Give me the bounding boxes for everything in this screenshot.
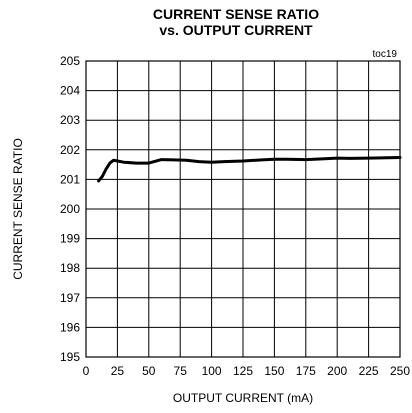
y-tick-label: 199 — [60, 232, 80, 246]
x-tick-labels: 0 25 50 75 100 125 150 175 200 225 250 — [83, 364, 411, 378]
grid-lines — [85, 60, 401, 358]
y-tick-label: 197 — [60, 291, 80, 305]
x-tick-label: 100 — [202, 364, 222, 378]
y-tick-label: 204 — [60, 84, 80, 98]
series-line — [97, 156, 402, 183]
y-axis-label: CURRENT SENSE RATIO — [11, 138, 25, 280]
y-tick-label: 195 — [60, 350, 80, 364]
y-tick-labels: 195 196 197 198 199 200 201 202 203 204 205 — [60, 54, 80, 364]
x-tick-label: 25 — [111, 364, 125, 378]
x-tick-label: 125 — [233, 364, 253, 378]
x-tick-label: 150 — [264, 364, 284, 378]
chart-subtitle: vs. OUTPUT CURRENT — [159, 22, 313, 38]
x-tick-label: 250 — [390, 364, 410, 378]
x-tick-label: 200 — [327, 364, 347, 378]
y-tick-label: 205 — [60, 54, 80, 68]
y-tick-label: 198 — [60, 261, 80, 275]
x-axis-label: OUTPUT CURRENT (mA) — [173, 391, 313, 405]
y-tick-label: 196 — [60, 320, 80, 334]
x-tick-label: 75 — [174, 364, 188, 378]
y-tick-label: 203 — [60, 113, 80, 127]
y-tick-label: 202 — [60, 143, 80, 157]
y-tick-label: 200 — [60, 202, 80, 216]
x-tick-label: 50 — [142, 364, 156, 378]
figure-id-note: toc19 — [373, 49, 398, 60]
x-tick-label: 0 — [83, 364, 90, 378]
y-tick-label: 201 — [60, 172, 80, 186]
chart-title: CURRENT SENSE RATIO — [152, 6, 320, 22]
x-tick-label: 175 — [296, 364, 316, 378]
x-tick-label: 225 — [359, 364, 379, 378]
plot-frame — [85, 60, 401, 358]
